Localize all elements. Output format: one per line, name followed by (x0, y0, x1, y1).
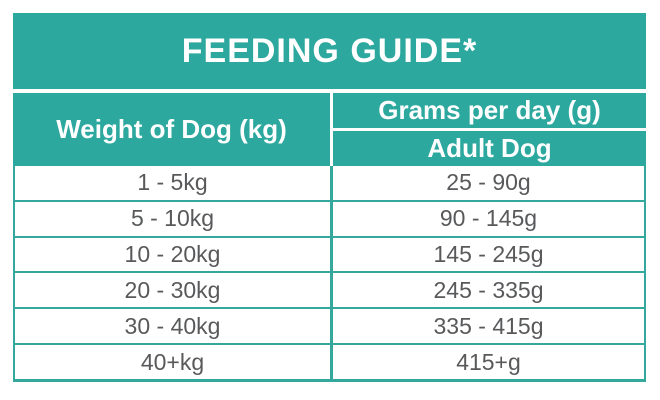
grams-cell: 25 - 90g (446, 169, 531, 196)
table-header-section: Weight of Dog (kg) Grams per day (g) Adu… (13, 93, 646, 166)
header-row-divider (333, 128, 646, 131)
weight-cell: 10 - 20kg (15, 237, 333, 272)
table-row: 5 - 10kg 90 - 145g (15, 201, 644, 238)
table-title: FEEDING GUIDE* (13, 13, 646, 89)
grams-column-header-group: Grams per day (g) Adult Dog (333, 93, 646, 166)
grams-cell: 145 - 245g (433, 241, 544, 268)
grams-cell: 335 - 415g (433, 312, 544, 339)
grams-cell: 415+g (456, 348, 521, 375)
grams-group-header: Grams per day (g) (333, 93, 646, 128)
table-row: 20 - 30kg 245 - 335g (15, 273, 644, 310)
title-divider (13, 89, 646, 93)
grams-cell: 90 - 145g (439, 205, 538, 232)
table-row: 40+kg 415+g (15, 345, 644, 379)
weight-column-header: Weight of Dog (kg) (13, 93, 330, 166)
feeding-guide-table: FEEDING GUIDE* Weight of Dog (kg) Grams … (13, 13, 646, 382)
weight-cell: 1 - 5kg (15, 166, 333, 200)
grams-cell: 245 - 335g (433, 276, 544, 303)
adult-dog-header: Adult Dog (333, 131, 646, 166)
weight-cell: 40+kg (15, 345, 333, 379)
table-body: 1 - 5kg 25 - 90g 5 - 10kg 90 - 145g 10 -… (13, 166, 646, 382)
column-divider (330, 93, 333, 166)
weight-cell: 20 - 30kg (15, 273, 333, 308)
weight-cell: 5 - 10kg (15, 201, 333, 236)
table-row: 1 - 5kg 25 - 90g (15, 166, 644, 202)
table-row: 30 - 40kg 335 - 415g (15, 309, 644, 346)
table-row: 10 - 20kg 145 - 245g (15, 237, 644, 274)
weight-cell: 30 - 40kg (15, 309, 333, 344)
